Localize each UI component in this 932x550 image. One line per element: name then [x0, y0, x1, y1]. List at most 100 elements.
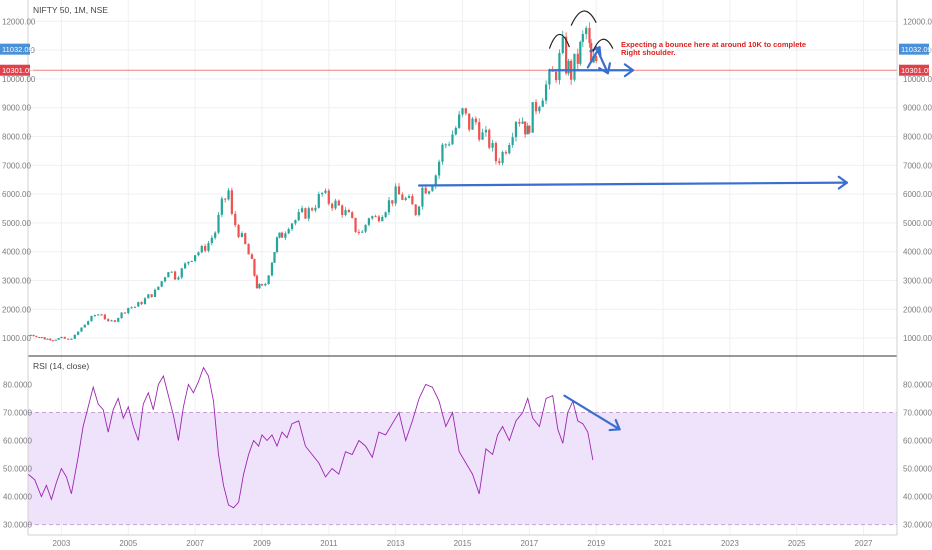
candle-body	[177, 277, 180, 280]
candle-body	[224, 198, 227, 200]
candle-body	[481, 132, 484, 140]
candle-body	[207, 243, 210, 251]
candle-body	[38, 337, 41, 339]
candle-body	[534, 102, 538, 112]
candle-body	[247, 244, 250, 255]
price-tick-label-left: 1000.00	[2, 334, 31, 343]
price-tick-label-left: 2000.00	[2, 305, 31, 314]
rsi-arrow-head	[608, 428, 621, 432]
candle-body	[561, 36, 564, 54]
arrow-head	[589, 46, 601, 53]
candle-body	[327, 190, 330, 204]
candle-body	[541, 100, 544, 107]
candle-body	[157, 286, 160, 290]
candle-body	[417, 206, 421, 215]
price-tick-label-left: 5000.00	[2, 219, 31, 228]
candle-body	[414, 204, 417, 215]
candle-body	[314, 207, 317, 211]
candle-body	[367, 218, 371, 225]
price-tick-label-left: 7000.00	[2, 161, 31, 170]
rsi-tick-label-right: 50.0000	[903, 465, 932, 474]
price-tick-label-left: 4000.00	[2, 248, 31, 257]
candle-body	[220, 198, 223, 215]
candle-body	[46, 338, 49, 340]
rsi-tick-label-left: 80.0000	[3, 380, 32, 389]
time-axis[interactable]: 2003 2005 2007 2009 2011 2013 2015 2017 2019 2021…	[53, 539, 874, 548]
candle-body	[29, 334, 32, 336]
shoulder-arc	[592, 38, 614, 52]
price-tick-label-right: 2000.00	[903, 305, 932, 314]
candle-body	[127, 307, 130, 314]
price-badges: 11032.09 11032.09 10301.05 10301.05	[0, 43, 932, 76]
rsi-axis-left: 80.0000 70.0000 60.0000 50.0000 40.0000 30.00…	[3, 380, 32, 529]
candle-body	[488, 129, 491, 148]
candle-body	[304, 208, 307, 219]
price-tick-label-left: 12000.00	[2, 17, 36, 26]
candle-body	[294, 220, 297, 224]
price-tick-label-right: 3000.00	[903, 277, 932, 286]
candle-body	[391, 200, 394, 204]
arrow-shaft	[417, 181, 848, 187]
rsi-divergence-arrow	[563, 394, 621, 431]
candle-body	[334, 200, 337, 209]
candle-body	[150, 294, 153, 297]
candle-body	[253, 258, 256, 276]
price-badge-label: 11032.09	[901, 45, 932, 54]
candle-body	[54, 339, 57, 341]
candle-body	[471, 118, 474, 130]
candle-body	[110, 320, 113, 322]
rsi-tick-label-left: 70.0000	[3, 408, 32, 417]
candle-body	[397, 186, 401, 195]
rsi-tick-label-right: 40.0000	[903, 493, 932, 502]
rsi-tick-label-right: 70.0000	[903, 408, 932, 417]
candle-body	[273, 252, 276, 263]
candle-body	[43, 337, 46, 340]
time-tick-label: 2019	[587, 539, 605, 548]
candle-body	[387, 200, 391, 213]
candle-body	[113, 320, 117, 322]
candle-body	[451, 134, 454, 145]
rsi-band	[28, 411, 897, 526]
candle-body	[287, 229, 290, 234]
candle-body	[49, 338, 52, 341]
candle-body	[40, 337, 44, 339]
candle-body	[60, 336, 63, 339]
candle-body	[595, 55, 598, 62]
time-tick-label: 2025	[788, 539, 806, 548]
candle-body	[103, 314, 106, 320]
candle-body	[484, 129, 488, 133]
candle-body	[377, 216, 381, 222]
candle-body	[123, 312, 127, 314]
candle-body	[431, 186, 434, 192]
candle-body	[576, 53, 579, 64]
candle-body	[588, 28, 591, 43]
candle-body	[384, 212, 387, 217]
rsi-tick-label-left: 30.0000	[3, 521, 32, 530]
candle-body	[32, 334, 35, 337]
candle-body	[197, 252, 200, 256]
candle-body	[227, 190, 230, 200]
arrow-head	[623, 63, 635, 72]
price-tick-label-left: 6000.00	[2, 190, 31, 199]
candle-body	[310, 208, 314, 211]
candle-body	[394, 186, 397, 204]
price-badge-label: 10301.05	[901, 66, 932, 75]
candle-body	[240, 233, 244, 238]
candle-body	[558, 53, 561, 81]
candle-body	[258, 284, 261, 289]
candle-body	[163, 277, 167, 282]
candle-body	[170, 271, 173, 273]
candle-body	[73, 334, 76, 339]
candle-body	[427, 191, 431, 194]
candle-body	[284, 233, 287, 238]
rsi-tick-label-left: 60.0000	[3, 436, 32, 445]
time-tick-label: 2011	[320, 539, 338, 548]
candle-body	[194, 255, 197, 261]
rsi-tick-label-right: 80.0000	[903, 380, 932, 389]
candle-body	[120, 312, 123, 318]
candle-body	[143, 298, 147, 305]
candle-body	[581, 34, 584, 42]
candle-body	[434, 175, 437, 187]
price-tick-label-left: 10000.00	[2, 75, 36, 84]
